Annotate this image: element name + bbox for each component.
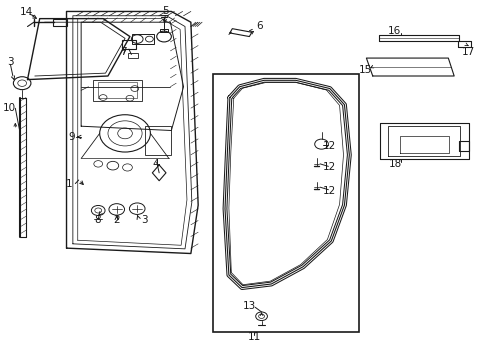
- Text: 2: 2: [113, 215, 120, 225]
- Text: 9: 9: [68, 132, 75, 142]
- Text: 3: 3: [141, 215, 147, 225]
- Bar: [132, 34, 154, 44]
- Text: 10: 10: [3, 103, 16, 113]
- Text: 15: 15: [358, 64, 371, 75]
- Bar: [128, 53, 138, 58]
- Text: 12: 12: [323, 186, 336, 196]
- Bar: [144, 126, 171, 155]
- Text: 4: 4: [152, 159, 159, 169]
- Text: 7: 7: [120, 46, 126, 57]
- Text: 18: 18: [388, 159, 402, 169]
- Text: 16: 16: [387, 26, 401, 36]
- Bar: [212, 74, 358, 332]
- Text: 13: 13: [242, 301, 256, 311]
- Text: 12: 12: [323, 162, 336, 172]
- Text: 17: 17: [461, 46, 474, 57]
- Text: 8: 8: [94, 215, 101, 225]
- Text: 1: 1: [65, 179, 72, 189]
- Bar: [93, 80, 142, 101]
- Bar: [98, 82, 137, 98]
- Text: 5: 5: [162, 6, 168, 17]
- Text: 12: 12: [323, 141, 336, 151]
- Bar: [122, 40, 136, 49]
- Bar: [160, 29, 167, 32]
- Text: 6: 6: [255, 21, 262, 31]
- Text: 3: 3: [7, 57, 14, 67]
- Text: 14: 14: [20, 7, 33, 17]
- Text: 11: 11: [247, 332, 260, 342]
- Bar: [53, 19, 67, 26]
